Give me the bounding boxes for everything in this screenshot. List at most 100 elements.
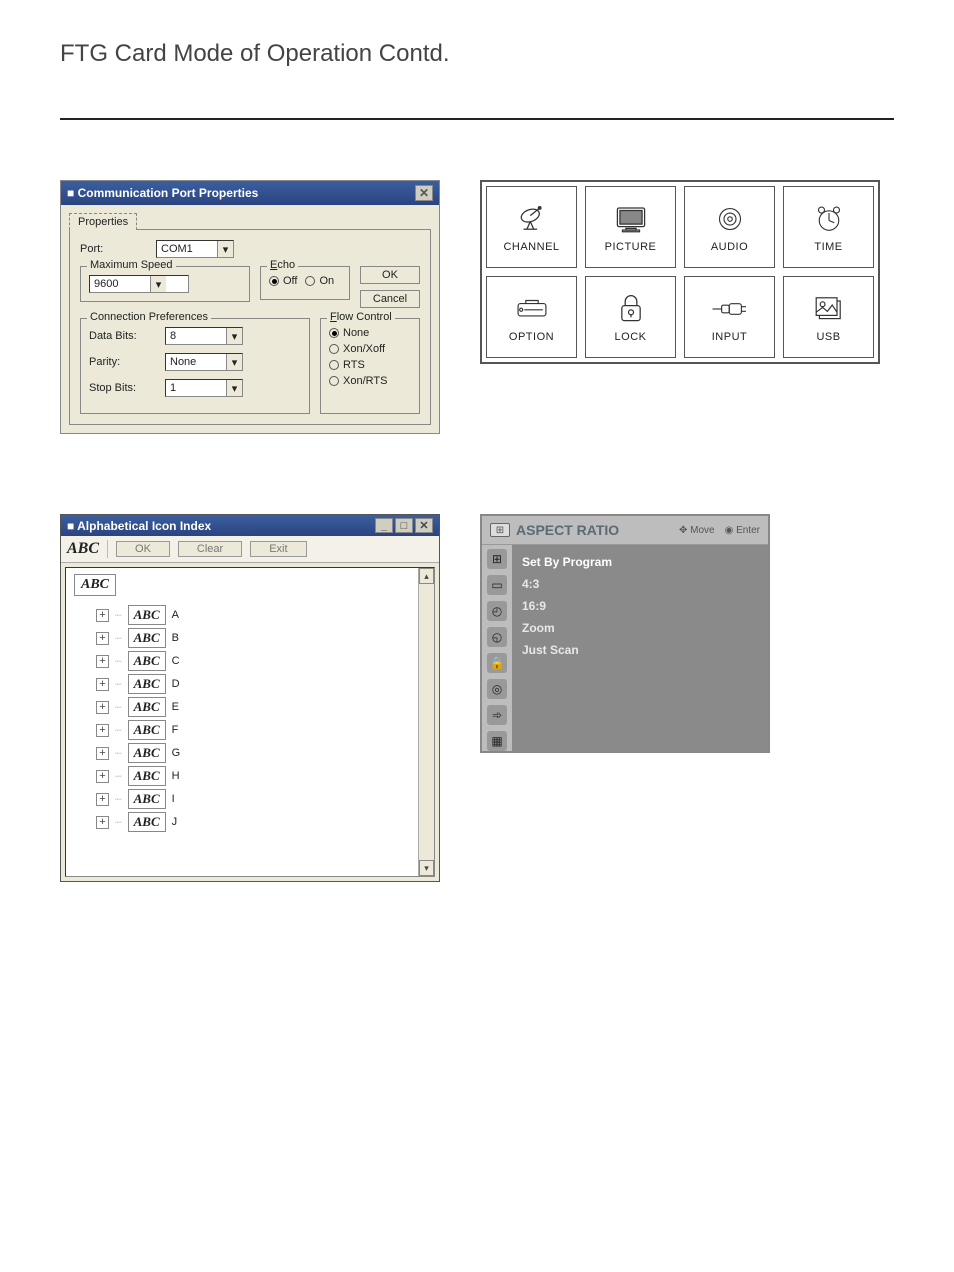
- minimize-icon[interactable]: _: [375, 518, 393, 533]
- plug-icon: [711, 291, 749, 327]
- tree-node[interactable]: +┈ABCG: [96, 743, 426, 763]
- expand-icon[interactable]: +: [96, 793, 109, 806]
- tree-node[interactable]: +┈ABCD: [96, 674, 426, 694]
- scrollbar[interactable]: ▴ ▾: [418, 568, 434, 876]
- echo-on-radio[interactable]: On: [305, 275, 334, 287]
- tree-root[interactable]: ABC: [74, 574, 116, 596]
- abc-icon: ABC: [128, 789, 166, 809]
- cancel-button[interactable]: Cancel: [360, 290, 420, 308]
- page-title: FTG Card Mode of Operation Contd.: [60, 40, 894, 68]
- clock1-icon[interactable]: ◴: [487, 601, 507, 621]
- echo-off-radio[interactable]: Off: [269, 275, 297, 287]
- target-icon[interactable]: ◎: [487, 679, 507, 699]
- tv-menu-grid: CHANNEL PICTURE AUDIO TIME OPTION LOCK INPUT U…: [480, 180, 880, 364]
- aspect-ratio-item[interactable]: Set By Program: [512, 551, 768, 573]
- abc-icon: ABC: [128, 651, 166, 671]
- dialog-title: ■ Communication Port Properties: [67, 186, 258, 200]
- expand-icon[interactable]: +: [96, 724, 109, 737]
- tv-cell-option[interactable]: OPTION: [486, 276, 577, 358]
- screen-icon[interactable]: ▭: [487, 575, 507, 595]
- tv-cell-label: CHANNEL: [503, 241, 559, 253]
- enter-hint: ◉ Enter: [725, 525, 760, 536]
- expand-icon[interactable]: +: [96, 678, 109, 691]
- expand-icon[interactable]: +: [96, 816, 109, 829]
- tree-node[interactable]: +┈ABCI: [96, 789, 426, 809]
- tree-node-label: C: [172, 655, 180, 667]
- aspect-ratio-item[interactable]: 16:9: [512, 595, 768, 617]
- scroll-down-icon[interactable]: ▾: [419, 860, 434, 876]
- maxspeed-select[interactable]: 9600 ▾: [89, 275, 189, 293]
- dialog-titlebar: ■ Communication Port Properties ✕: [61, 181, 439, 205]
- tree-node-label: A: [172, 609, 179, 621]
- tv-cell-usb[interactable]: USB: [783, 276, 874, 358]
- flow-none-radio[interactable]: None: [329, 327, 411, 339]
- maxspeed-legend: Maximum Speed: [87, 259, 176, 271]
- tab-properties[interactable]: Properties: [69, 213, 137, 230]
- abc-icon: ABC: [128, 812, 166, 832]
- aspect-ratio-menu: ⊞ ASPECT RATIO ✥ Move ◉ Enter ⊞▭◴◵🔒◎➾▦ S…: [480, 514, 770, 753]
- plus-icon[interactable]: ⊞: [487, 549, 507, 569]
- maximize-icon[interactable]: □: [395, 518, 413, 533]
- expand-icon[interactable]: +: [96, 632, 109, 645]
- tv-cell-picture[interactable]: PICTURE: [585, 186, 676, 268]
- tree-node[interactable]: +┈ABCJ: [96, 812, 426, 832]
- lock-icon: [618, 291, 644, 327]
- port-select[interactable]: COM1 ▾: [156, 240, 234, 258]
- tree-node[interactable]: +┈ABCE: [96, 697, 426, 717]
- expand-icon[interactable]: +: [96, 609, 109, 622]
- plug-icon[interactable]: ➾: [487, 705, 507, 725]
- abc-icon: ABC: [67, 540, 99, 558]
- expand-icon[interactable]: +: [96, 770, 109, 783]
- icon-index-window: ■ Alphabetical Icon Index _ □ ✕ ABC OK C…: [60, 514, 440, 882]
- tv-cell-label: INPUT: [712, 331, 748, 343]
- clear-button[interactable]: Clear: [178, 541, 242, 557]
- expand-icon[interactable]: +: [96, 701, 109, 714]
- tv-cell-label: LOCK: [615, 331, 647, 343]
- tree-node-label: F: [172, 724, 179, 736]
- aspect-ratio-item[interactable]: 4:3: [512, 573, 768, 595]
- flow-rts-radio[interactable]: RTS: [329, 359, 411, 371]
- tree-node[interactable]: +┈ABCH: [96, 766, 426, 786]
- abc-icon: ABC: [128, 743, 166, 763]
- expand-icon[interactable]: +: [96, 655, 109, 668]
- chevron-down-icon: ▾: [217, 241, 233, 257]
- lock-icon[interactable]: 🔒: [487, 653, 507, 673]
- flow-xonrts-radio[interactable]: Xon/RTS: [329, 375, 411, 387]
- flow-xonxoff-radio[interactable]: Xon/Xoff: [329, 343, 411, 355]
- tree-node[interactable]: +┈ABCF: [96, 720, 426, 740]
- tree-node[interactable]: +┈ABCB: [96, 628, 426, 648]
- databits-select[interactable]: 8▾: [165, 327, 243, 345]
- toolbar: ABC OK Clear Exit: [61, 536, 439, 563]
- expand-icon[interactable]: +: [96, 747, 109, 760]
- echo-legend: Echo: [267, 259, 298, 271]
- tree-node[interactable]: +┈ABCC: [96, 651, 426, 671]
- ok-button[interactable]: OK: [116, 541, 170, 557]
- tree-node[interactable]: +┈ABCA: [96, 605, 426, 625]
- tv-cell-input[interactable]: INPUT: [684, 276, 775, 358]
- speaker-icon: [715, 201, 745, 237]
- abc-icon: ABC: [128, 697, 166, 717]
- close-icon[interactable]: ✕: [415, 518, 433, 533]
- close-icon[interactable]: ✕: [415, 185, 433, 201]
- parity-select[interactable]: None▾: [165, 353, 243, 371]
- exit-button[interactable]: Exit: [250, 541, 306, 557]
- ok-button[interactable]: OK: [360, 266, 420, 284]
- stopbits-select[interactable]: 1▾: [165, 379, 243, 397]
- tv-cell-time[interactable]: TIME: [783, 186, 874, 268]
- parity-label: Parity:: [89, 356, 159, 368]
- clock2-icon[interactable]: ◵: [487, 627, 507, 647]
- clock-icon: [814, 201, 844, 237]
- photo-icon[interactable]: ▦: [487, 731, 507, 751]
- window-titlebar: ■ Alphabetical Icon Index _ □ ✕: [61, 515, 439, 536]
- flow-legend: Flow Control: [327, 311, 395, 323]
- tv-cell-label: AUDIO: [711, 241, 748, 253]
- abc-icon: ABC: [128, 605, 166, 625]
- stopbits-label: Stop Bits:: [89, 382, 159, 394]
- scroll-up-icon[interactable]: ▴: [419, 568, 434, 584]
- tv-cell-channel[interactable]: CHANNEL: [486, 186, 577, 268]
- aspect-ratio-item[interactable]: Zoom: [512, 617, 768, 639]
- tv-cell-lock[interactable]: LOCK: [585, 276, 676, 358]
- tv-cell-audio[interactable]: AUDIO: [684, 186, 775, 268]
- tree-node-label: H: [172, 770, 180, 782]
- aspect-ratio-item[interactable]: Just Scan: [512, 639, 768, 661]
